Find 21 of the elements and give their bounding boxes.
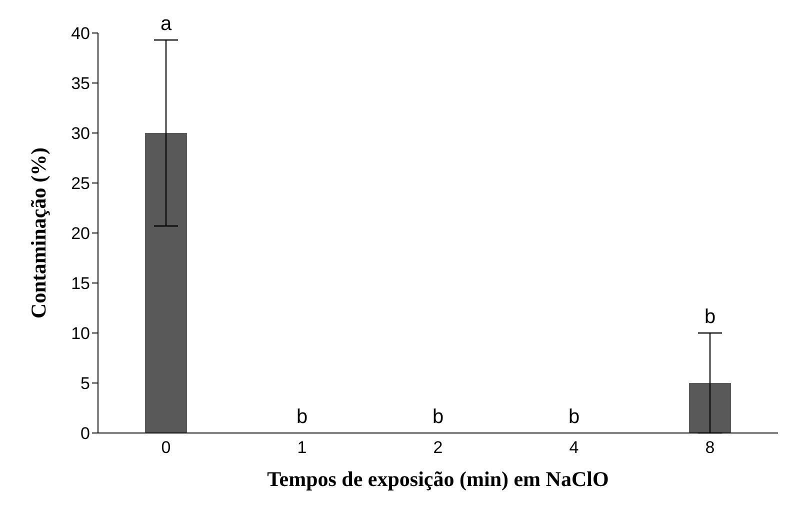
x-tick-label: 8	[705, 438, 715, 458]
annotation: b	[296, 406, 308, 428]
x-axis-title: Tempos de exposição (min) em NaClO	[267, 466, 609, 491]
annotation: b	[568, 406, 580, 428]
x-tick-label: 2	[433, 438, 443, 458]
y-tick-label: 30	[71, 124, 90, 144]
y-tick-label: 0	[80, 424, 90, 444]
y-axis-title: Contaminação (%)	[26, 148, 50, 318]
x-tick-label: 1	[297, 438, 307, 458]
annotation: b	[432, 406, 444, 428]
y-tick-label: 40	[71, 24, 90, 44]
annotation: b	[704, 306, 716, 328]
y-tick-label: 15	[71, 274, 90, 294]
annotation: a	[160, 13, 172, 35]
y-tick-label: 5	[80, 374, 90, 394]
y-tick-label: 35	[71, 74, 90, 94]
y-tick-label: 10	[71, 324, 90, 344]
x-tick-label: 4	[569, 438, 579, 458]
x-tick-label: 0	[161, 438, 171, 458]
y-tick-label: 25	[71, 174, 90, 194]
y-tick-label: 20	[71, 224, 90, 244]
